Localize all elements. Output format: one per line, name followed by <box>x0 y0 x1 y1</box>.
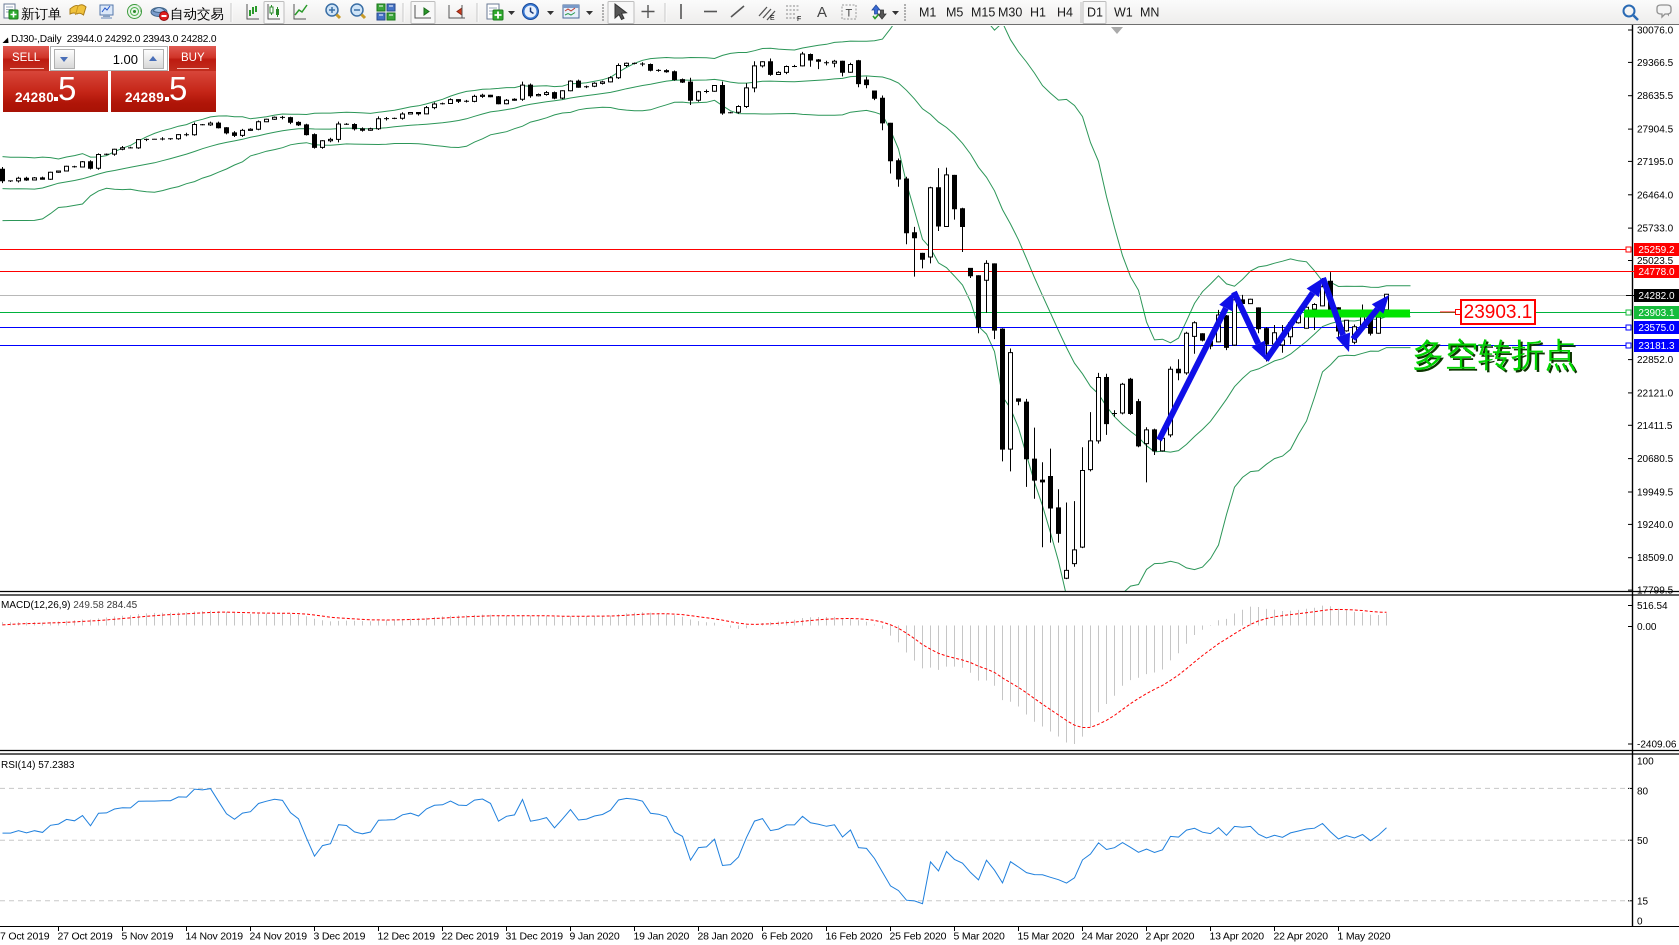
svg-text:516.54: 516.54 <box>1637 601 1668 612</box>
svg-text:A: A <box>817 4 827 21</box>
svg-text:0.00: 0.00 <box>1637 622 1657 633</box>
svg-text:E: E <box>770 15 775 22</box>
svg-text:5 Mar 2020: 5 Mar 2020 <box>954 931 1005 943</box>
svg-text:18509.0: 18509.0 <box>1637 553 1674 564</box>
svg-text:6 Feb 2020: 6 Feb 2020 <box>762 931 813 943</box>
svg-text:1 May 2020: 1 May 2020 <box>1338 931 1391 943</box>
svg-text:3 Dec 2019: 3 Dec 2019 <box>314 931 366 943</box>
svg-text:23181.3: 23181.3 <box>1638 341 1675 352</box>
svg-text:12 Dec 2019: 12 Dec 2019 <box>378 931 436 943</box>
svg-text:7 Oct 2019: 7 Oct 2019 <box>0 931 50 943</box>
svg-text:-2409.06: -2409.06 <box>1637 740 1677 751</box>
svg-text:M5: M5 <box>946 6 963 20</box>
svg-text:25259.2: 25259.2 <box>1638 245 1675 256</box>
svg-text:28635.5: 28635.5 <box>1637 91 1674 102</box>
svg-text:2 Apr 2020: 2 Apr 2020 <box>1146 931 1195 943</box>
svg-text:M15: M15 <box>971 6 995 20</box>
svg-text:31 Dec 2019: 31 Dec 2019 <box>506 931 564 943</box>
svg-text:20680.5: 20680.5 <box>1637 454 1674 465</box>
svg-text:22 Apr 2020: 22 Apr 2020 <box>1274 931 1329 943</box>
svg-text:80: 80 <box>1637 787 1649 798</box>
svg-text:23903.1: 23903.1 <box>1464 302 1533 323</box>
svg-text:15 Mar 2020: 15 Mar 2020 <box>1018 931 1075 943</box>
svg-text:24 Nov 2019: 24 Nov 2019 <box>250 931 308 943</box>
svg-text:19949.5: 19949.5 <box>1637 488 1674 499</box>
svg-text:22121.0: 22121.0 <box>1637 388 1674 399</box>
svg-text:23575.0: 23575.0 <box>1638 323 1675 334</box>
svg-text:28 Jan 2020: 28 Jan 2020 <box>698 931 754 943</box>
svg-text:13 Apr 2020: 13 Apr 2020 <box>1210 931 1265 943</box>
svg-text:H1: H1 <box>1030 6 1046 20</box>
svg-text:T: T <box>846 8 853 20</box>
svg-text:MN: MN <box>1140 6 1159 20</box>
svg-text:23903.1: 23903.1 <box>1638 308 1675 319</box>
svg-text:DJ30-,Daily 23944.0 24292.0 2: DJ30-,Daily 23944.0 24292.0 23943.0 2428… <box>11 34 217 45</box>
svg-text:27195.0: 27195.0 <box>1637 157 1674 168</box>
svg-text:22 Dec 2019: 22 Dec 2019 <box>442 931 500 943</box>
svg-text:M1: M1 <box>919 6 936 20</box>
svg-text:27 Oct 2019: 27 Oct 2019 <box>58 931 113 943</box>
svg-text:25 Feb 2020: 25 Feb 2020 <box>890 931 947 943</box>
svg-text:26464.0: 26464.0 <box>1637 190 1674 201</box>
svg-text:25733.0: 25733.0 <box>1637 224 1674 235</box>
svg-text:14 Nov 2019: 14 Nov 2019 <box>186 931 244 943</box>
svg-text:15: 15 <box>1637 897 1649 908</box>
svg-text:RSI(14) 57.2383: RSI(14) 57.2383 <box>1 760 75 771</box>
svg-text:24778.0: 24778.0 <box>1638 267 1675 278</box>
svg-text:9 Jan 2020: 9 Jan 2020 <box>570 931 620 943</box>
svg-text:D1: D1 <box>1087 6 1103 20</box>
svg-text:29366.5: 29366.5 <box>1637 58 1674 69</box>
svg-text:5 Nov 2019: 5 Nov 2019 <box>122 931 174 943</box>
svg-text:F: F <box>797 16 801 23</box>
svg-text:H4: H4 <box>1057 6 1073 20</box>
svg-text:24 Mar 2020: 24 Mar 2020 <box>1082 931 1139 943</box>
svg-text:16 Feb 2020: 16 Feb 2020 <box>826 931 883 943</box>
svg-text:19240.0: 19240.0 <box>1637 520 1674 531</box>
svg-text:21411.5: 21411.5 <box>1637 421 1673 432</box>
svg-text:27904.5: 27904.5 <box>1637 125 1674 136</box>
svg-text:19 Jan 2020: 19 Jan 2020 <box>634 931 690 943</box>
svg-text:24282.0: 24282.0 <box>1638 291 1675 302</box>
svg-text:0: 0 <box>1637 917 1643 928</box>
svg-text:100: 100 <box>1637 757 1654 768</box>
svg-text:22852.0: 22852.0 <box>1637 355 1674 366</box>
svg-text:50: 50 <box>1637 836 1649 847</box>
svg-text:25023.5: 25023.5 <box>1637 256 1674 267</box>
svg-text:MACD(12,26,9) 249.58 284.45: MACD(12,26,9) 249.58 284.45 <box>1 600 138 611</box>
svg-text:W1: W1 <box>1114 6 1133 20</box>
svg-text:30076.0: 30076.0 <box>1637 26 1674 37</box>
svg-text:M30: M30 <box>998 6 1022 20</box>
